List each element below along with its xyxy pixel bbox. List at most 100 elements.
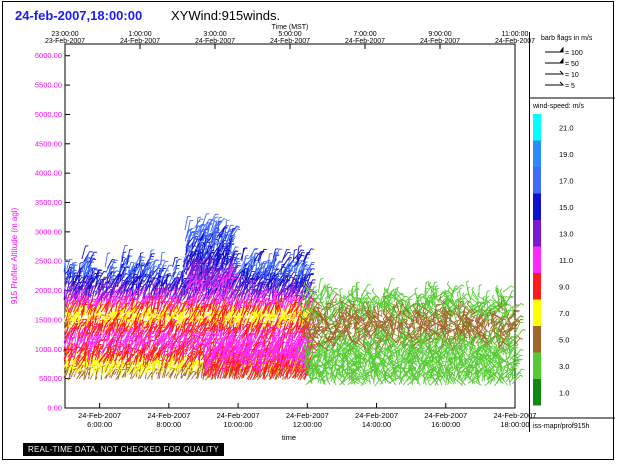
wind-barb bbox=[345, 358, 356, 367]
speed-color-swatch bbox=[533, 379, 541, 406]
wind-barbs-layer bbox=[63, 213, 527, 387]
wind-barb bbox=[337, 333, 343, 345]
wind-barb bbox=[95, 270, 102, 280]
wind-barb bbox=[245, 353, 253, 365]
wind-barb bbox=[166, 358, 177, 368]
wind-barb bbox=[94, 283, 103, 295]
wind-barb bbox=[373, 309, 383, 318]
wind-barb bbox=[142, 353, 148, 366]
wind-barb bbox=[88, 367, 94, 379]
wind-barb bbox=[246, 270, 255, 283]
wind-barb bbox=[72, 261, 77, 274]
wind-barb bbox=[383, 302, 390, 314]
wind-barb bbox=[164, 355, 172, 366]
wind-barb bbox=[430, 298, 438, 312]
wind-barb bbox=[407, 325, 413, 342]
wind-barb bbox=[507, 373, 512, 386]
wind-barb bbox=[124, 363, 130, 378]
wind-barb bbox=[209, 243, 217, 254]
wind-barb bbox=[304, 248, 315, 260]
wind-barb bbox=[414, 287, 418, 300]
x-axis-title: time bbox=[282, 433, 296, 442]
wind-barb bbox=[305, 303, 316, 314]
wind-barb bbox=[471, 290, 482, 305]
wind-barb bbox=[332, 312, 339, 326]
wind-barb bbox=[483, 362, 492, 374]
wind-barb bbox=[368, 357, 379, 367]
top-tick-time: 1:00:00 bbox=[128, 31, 151, 38]
wind-barb bbox=[348, 334, 358, 347]
wind-barb bbox=[107, 295, 116, 306]
wind-barb bbox=[303, 307, 315, 318]
wind-barb bbox=[276, 298, 284, 309]
wind-barb bbox=[385, 294, 393, 305]
wind-barb bbox=[478, 330, 489, 340]
wind-barb bbox=[347, 323, 351, 336]
wind-barb bbox=[335, 320, 339, 333]
wind-barb bbox=[169, 347, 176, 359]
wind-barb bbox=[485, 296, 490, 310]
wind-barb bbox=[328, 330, 342, 341]
wind-barb bbox=[471, 352, 475, 368]
wind-barb bbox=[279, 349, 285, 362]
wind-barb bbox=[223, 325, 228, 336]
wind-barb bbox=[419, 348, 430, 358]
wind-barb bbox=[187, 219, 194, 234]
wind-barb bbox=[383, 298, 395, 309]
wind-barb bbox=[146, 339, 155, 351]
wind-barb bbox=[89, 285, 96, 299]
wind-barb bbox=[404, 304, 412, 319]
wind-barb bbox=[457, 374, 467, 386]
wind-barb bbox=[357, 297, 368, 309]
wind-barb bbox=[491, 302, 504, 314]
wind-barb bbox=[72, 281, 83, 294]
wind-barb bbox=[310, 357, 319, 371]
wind-barb bbox=[445, 323, 455, 332]
wind-barb bbox=[434, 309, 445, 319]
wind-barb bbox=[413, 305, 423, 314]
wind-barb bbox=[261, 262, 269, 277]
wind-barb bbox=[312, 307, 324, 321]
wind-barb bbox=[475, 300, 482, 312]
wind-barb bbox=[213, 348, 220, 359]
wind-barb bbox=[469, 304, 480, 316]
wind-barb bbox=[167, 344, 178, 356]
wind-barb bbox=[288, 264, 298, 277]
wind-barb bbox=[229, 234, 235, 245]
wind-barb bbox=[513, 337, 523, 346]
wind-barb bbox=[303, 292, 308, 307]
wind-barb bbox=[355, 309, 365, 323]
wind-barb bbox=[356, 304, 363, 319]
wind-barb bbox=[319, 286, 327, 300]
wind-barb bbox=[90, 304, 96, 316]
wind-barb bbox=[148, 259, 160, 270]
wind-barb bbox=[349, 336, 362, 347]
wind-barb bbox=[344, 369, 355, 379]
wind-barb bbox=[231, 264, 241, 275]
wind-barb bbox=[391, 300, 400, 310]
speed-color-swatch bbox=[533, 167, 541, 194]
wind-barb bbox=[195, 295, 202, 309]
wind-barb bbox=[336, 349, 345, 363]
wind-barb bbox=[100, 365, 106, 381]
wind-barb bbox=[475, 356, 483, 372]
wind-barb bbox=[387, 344, 394, 360]
wind-barb bbox=[230, 226, 240, 236]
wind-barb bbox=[428, 282, 434, 294]
wind-barb bbox=[375, 330, 383, 340]
wind-barb bbox=[441, 322, 452, 333]
wind-barb bbox=[65, 360, 73, 371]
wind-barb bbox=[296, 253, 303, 264]
wind-barb bbox=[326, 287, 338, 300]
wind-barb bbox=[496, 295, 510, 307]
wind-barb bbox=[339, 318, 350, 328]
wind-barb bbox=[363, 326, 373, 340]
wind-barb bbox=[448, 307, 462, 318]
wind-barb bbox=[507, 337, 513, 353]
wind-barb bbox=[356, 366, 369, 379]
wind-barb bbox=[463, 358, 475, 371]
wind-barb bbox=[67, 314, 73, 328]
wind-barb bbox=[314, 307, 322, 322]
wind-barb bbox=[464, 325, 472, 340]
wind-barb bbox=[169, 320, 178, 333]
